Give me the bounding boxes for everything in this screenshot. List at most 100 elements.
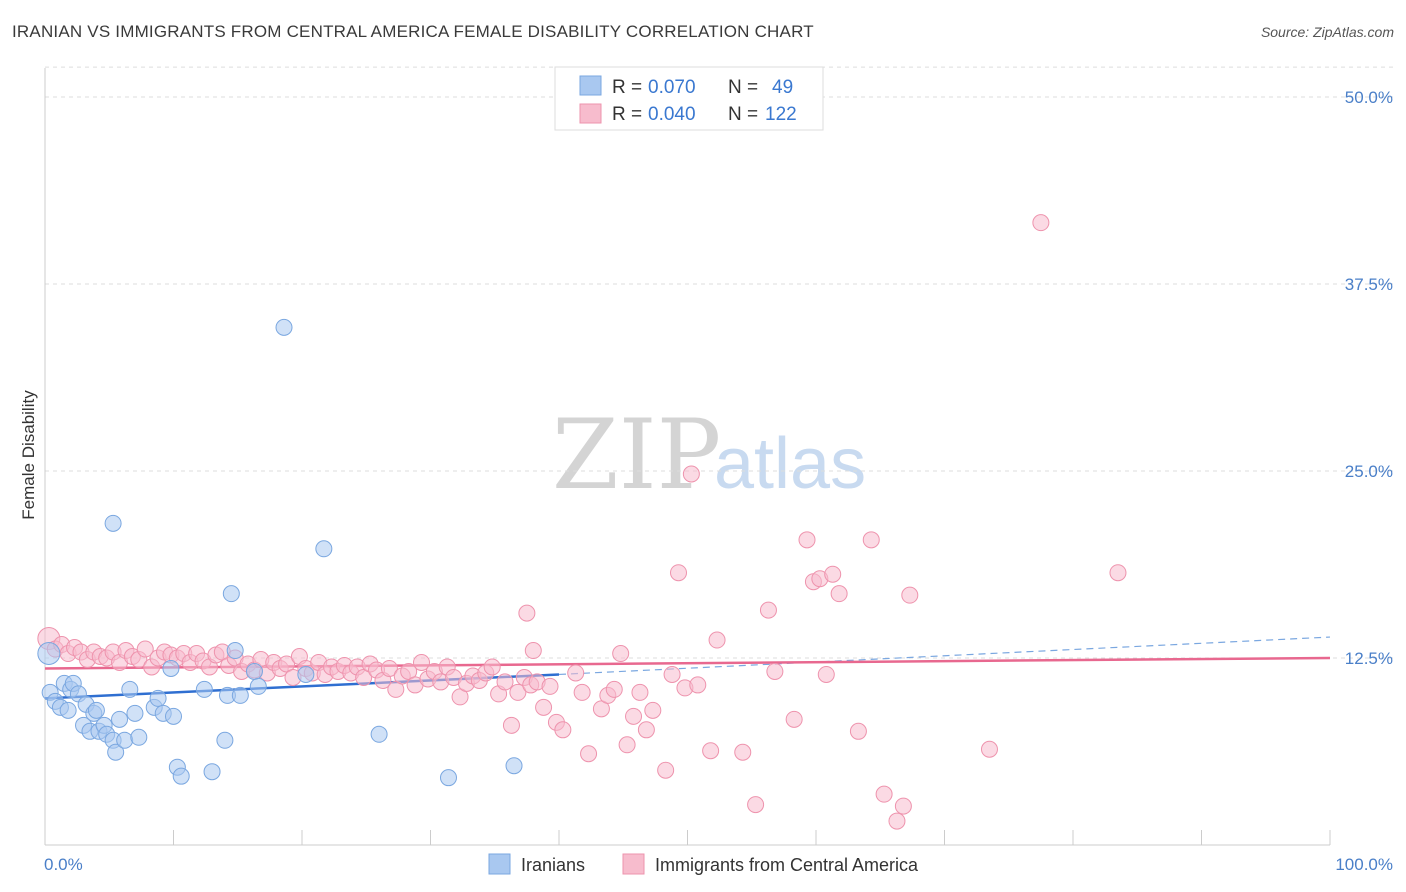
- point-central-america-73: [509, 683, 527, 701]
- point-central-america-114: [875, 785, 893, 803]
- point-iranians-42: [315, 540, 333, 558]
- point-central-america-99: [702, 742, 720, 760]
- legend-n-label-2: N =: [728, 104, 758, 125]
- point-iranians-5: [59, 701, 77, 719]
- legend-r-value-1: 0.070: [648, 77, 696, 98]
- point-central-america-90: [631, 683, 649, 701]
- point-central-america-101: [734, 743, 752, 761]
- watermark-zip: ZIP: [552, 399, 721, 511]
- point-central-america-94: [663, 665, 681, 683]
- point-iranians-28: [165, 707, 182, 725]
- watermark-atlas: atlas: [714, 424, 866, 504]
- y-tick-label-3: 50.0%: [1345, 88, 1393, 107]
- watermark: ZIP atlas: [552, 399, 866, 511]
- point-central-america-106: [798, 531, 816, 549]
- series-iranians-points: [37, 318, 523, 787]
- point-iranians-44: [439, 769, 457, 787]
- point-iranians-27: [162, 659, 180, 677]
- point-central-america-78: [541, 677, 559, 695]
- point-iranians-19: [111, 710, 129, 728]
- chart-source: Source: ZipAtlas.com: [1260, 24, 1394, 40]
- point-iranians-38: [245, 662, 263, 680]
- trend-line-iranians-extension: [558, 636, 1331, 676]
- correlation-legend: R = 0.070 N = 49 R = 0.040 N = 122: [554, 66, 824, 131]
- point-central-america-109: [817, 665, 835, 683]
- point-central-america-82: [573, 683, 591, 701]
- point-iranians-33: [216, 731, 234, 749]
- legend-swatch-central-america: [579, 103, 602, 124]
- point-central-america-89: [625, 707, 643, 725]
- point-iranians-36: [226, 642, 244, 660]
- point-central-america-115: [888, 812, 906, 830]
- point-central-america-98: [689, 676, 707, 694]
- point-iranians-40: [275, 318, 293, 336]
- point-iranians-46: [104, 514, 122, 532]
- point-central-america-104: [766, 662, 784, 680]
- point-central-america-81: [567, 664, 585, 682]
- point-iranians-20: [116, 731, 134, 749]
- point-central-america-15: [136, 640, 154, 658]
- point-central-america-92: [644, 701, 662, 719]
- point-iranians-30: [172, 767, 190, 785]
- point-central-america-87: [612, 645, 630, 663]
- series-legend: Iranians Immigrants from Central America: [488, 853, 919, 875]
- point-iranians-39: [249, 677, 267, 695]
- point-iranians-43: [370, 725, 388, 743]
- point-central-america-72: [502, 716, 520, 734]
- point-central-america-113: [862, 531, 880, 549]
- bottom-legend-label-central-america: Immigrants from Central America: [655, 855, 919, 875]
- y-tick-label-2: 37.5%: [1345, 275, 1393, 294]
- point-iranians-35: [222, 585, 240, 603]
- bottom-legend-swatch-iranians: [488, 853, 511, 875]
- point-central-america-88: [618, 736, 636, 754]
- point-central-america-80: [554, 721, 572, 739]
- point-central-america-102: [747, 796, 765, 814]
- point-iranians-37: [231, 686, 249, 704]
- x-tick-label-min: 0.0%: [44, 855, 83, 874]
- point-iranians-0: [37, 642, 61, 666]
- point-central-america-58: [413, 653, 431, 671]
- point-central-america-91: [637, 721, 655, 739]
- point-central-america-119: [1032, 214, 1050, 232]
- point-central-america-122: [524, 642, 542, 660]
- legend-n-label-1: N =: [728, 77, 758, 98]
- y-tick-label-0: 12.5%: [1345, 649, 1393, 668]
- point-central-america-93: [657, 761, 675, 779]
- bottom-legend-swatch-central-america: [622, 853, 645, 875]
- y-axis-label: Female Disability: [19, 390, 38, 520]
- legend-r-label-1: R =: [612, 77, 642, 98]
- point-iranians-25: [149, 689, 167, 707]
- point-central-america-53: [380, 659, 398, 677]
- bottom-legend-label-iranians: Iranians: [521, 855, 585, 875]
- point-central-america-86: [605, 680, 623, 698]
- x-tick-label-max: 100.0%: [1335, 855, 1393, 874]
- point-central-america-111: [830, 585, 848, 603]
- axes: [44, 68, 1331, 846]
- point-iranians-41: [297, 665, 315, 683]
- point-central-america-100: [708, 631, 726, 649]
- point-central-america-117: [901, 586, 919, 604]
- legend-n-value-2: 122: [765, 104, 797, 125]
- point-central-america-83: [580, 745, 598, 763]
- point-central-america-71: [496, 673, 514, 691]
- legend-n-value-1: 49: [772, 77, 793, 98]
- point-central-america-110: [824, 565, 842, 583]
- point-iranians-31: [195, 680, 213, 698]
- point-iranians-21: [121, 680, 139, 698]
- point-iranians-32: [203, 763, 221, 781]
- point-iranians-23: [130, 728, 148, 746]
- legend-r-label-2: R =: [612, 104, 642, 125]
- series-central-america-points: [37, 214, 1127, 830]
- point-iranians-13: [87, 701, 105, 719]
- point-central-america-121: [518, 604, 536, 622]
- point-central-america-118: [980, 740, 998, 758]
- point-central-america-116: [894, 797, 912, 815]
- point-central-america-69: [483, 658, 501, 676]
- point-central-america-97: [682, 465, 700, 483]
- legend-r-value-2: 0.040: [648, 104, 696, 125]
- legend-swatch-iranians: [579, 75, 602, 96]
- point-iranians-18: [107, 743, 125, 761]
- point-central-america-103: [759, 601, 777, 619]
- point-iranians-45: [505, 757, 523, 775]
